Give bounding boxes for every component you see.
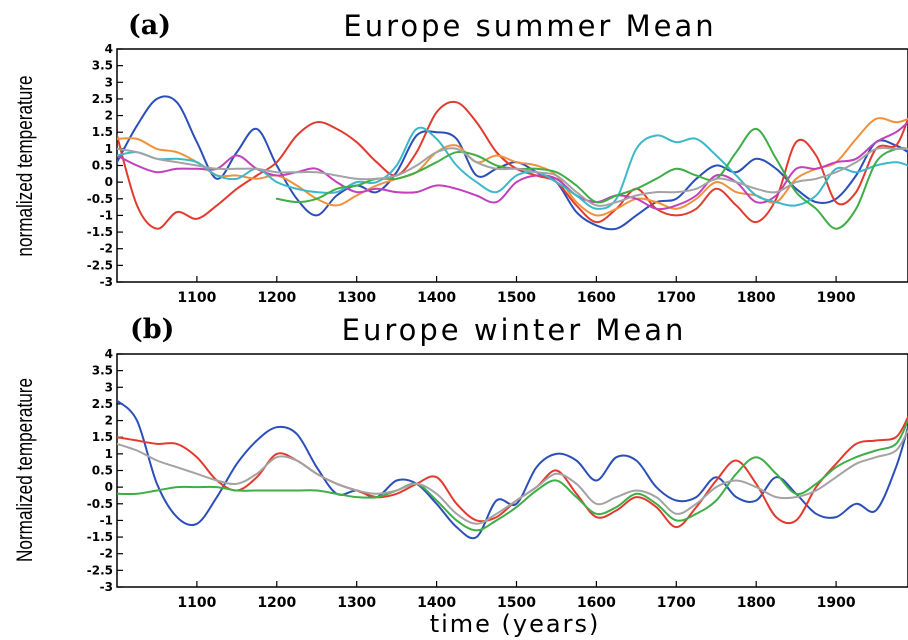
x-tick-label: 1300 xyxy=(337,595,376,611)
panel-a-axes: -3 -2.5 -2 -1.5 -1 -0.5 0 0.5 1 1.5 2 2.5 3 3.5 4 1100 1… xyxy=(87,42,856,306)
panel-summer: (a) Europe summer Mean normalized temper… xyxy=(13,9,908,306)
y-tick-label: -0.5 xyxy=(87,497,113,511)
series-line xyxy=(117,429,908,525)
y-tick-label: 0.5 xyxy=(92,159,113,173)
panel-b-ylabel: Normalized temperature xyxy=(13,378,38,562)
y-tick-label: -1.5 xyxy=(87,530,113,544)
x-tick-label: 1400 xyxy=(417,290,456,306)
y-tick-label: 3 xyxy=(105,380,113,394)
panel-a-ylabel: normalized temperature xyxy=(13,75,38,256)
x-tick-label: 1200 xyxy=(257,290,296,306)
series-line xyxy=(117,399,908,540)
y-tick-label: 1 xyxy=(105,142,113,156)
y-tick-label: 2 xyxy=(105,109,113,123)
y-tick-label: 4 xyxy=(105,347,113,361)
x-tick-label: 1100 xyxy=(177,290,216,306)
panel-winter: (b) Europe winter Mean Normalized temper… xyxy=(13,313,908,611)
series-line xyxy=(117,100,908,230)
panel-b-letter: (b) xyxy=(130,314,174,345)
panel-b-axes: -3 -2.5 -2 -1.5 -1 -0.5 0 0.5 1 1.5 2 2.5 3 3.5 4 1100 1… xyxy=(87,347,856,611)
y-tick-label: -2.5 xyxy=(87,563,113,577)
y-tick-label: -3 xyxy=(100,275,113,289)
series-line xyxy=(117,121,908,211)
x-tick-label: 1600 xyxy=(577,595,616,611)
y-tick-label: 1 xyxy=(105,447,113,461)
x-tick-label: 1400 xyxy=(417,595,456,611)
x-tick-label: 1800 xyxy=(737,595,776,611)
y-tick-label: 0 xyxy=(105,175,113,189)
y-tick-label: -1 xyxy=(100,208,113,222)
y-tick-label: -3 xyxy=(100,580,113,594)
x-tick-label: 1500 xyxy=(497,595,536,611)
series-line xyxy=(117,419,908,532)
x-axis-label: time (years) xyxy=(430,610,601,638)
y-tick-label: 1.5 xyxy=(92,430,113,444)
panel-a-title: Europe summer Mean xyxy=(343,9,716,43)
series-line xyxy=(117,117,908,217)
x-tick-label: 1900 xyxy=(817,290,856,306)
y-tick-label: 3.5 xyxy=(92,59,113,73)
panel-b-title: Europe winter Mean xyxy=(342,313,687,347)
y-tick-label: 3.5 xyxy=(92,364,113,378)
y-tick-label: 2 xyxy=(105,414,113,428)
x-tick-label: 1100 xyxy=(177,595,216,611)
y-tick-label: 4 xyxy=(105,42,113,56)
x-tick-label: 1600 xyxy=(577,290,616,306)
series-line xyxy=(117,126,908,210)
y-tick-label: -1 xyxy=(100,513,113,527)
series-line xyxy=(117,95,908,231)
y-tick-label: -2.5 xyxy=(87,258,113,272)
y-tick-label: -2 xyxy=(100,242,113,256)
panel-b-plot-area xyxy=(117,399,908,540)
y-tick-label: 3 xyxy=(105,75,113,89)
y-tick-label: 2.5 xyxy=(92,92,113,106)
panel-b-frame xyxy=(116,353,908,588)
y-tick-label: -2 xyxy=(100,547,113,561)
x-tick-label: 1300 xyxy=(337,290,376,306)
x-tick-label: 1900 xyxy=(817,595,856,611)
y-tick-label: -0.5 xyxy=(87,192,113,206)
y-tick-label: -1.5 xyxy=(87,225,113,239)
y-tick-label: 1.5 xyxy=(92,125,113,139)
panel-a-letter: (a) xyxy=(128,10,171,41)
panel-a-plot-area xyxy=(117,95,908,231)
x-tick-label: 1200 xyxy=(257,595,296,611)
y-tick-label: 0 xyxy=(105,480,113,494)
series-line xyxy=(117,146,908,207)
x-tick-label: 1500 xyxy=(497,290,536,306)
y-tick-label: 0.5 xyxy=(92,464,113,478)
x-tick-label: 1700 xyxy=(657,595,696,611)
x-tick-label: 1700 xyxy=(657,290,696,306)
y-tick-label: 2.5 xyxy=(92,397,113,411)
x-tick-label: 1800 xyxy=(737,290,776,306)
